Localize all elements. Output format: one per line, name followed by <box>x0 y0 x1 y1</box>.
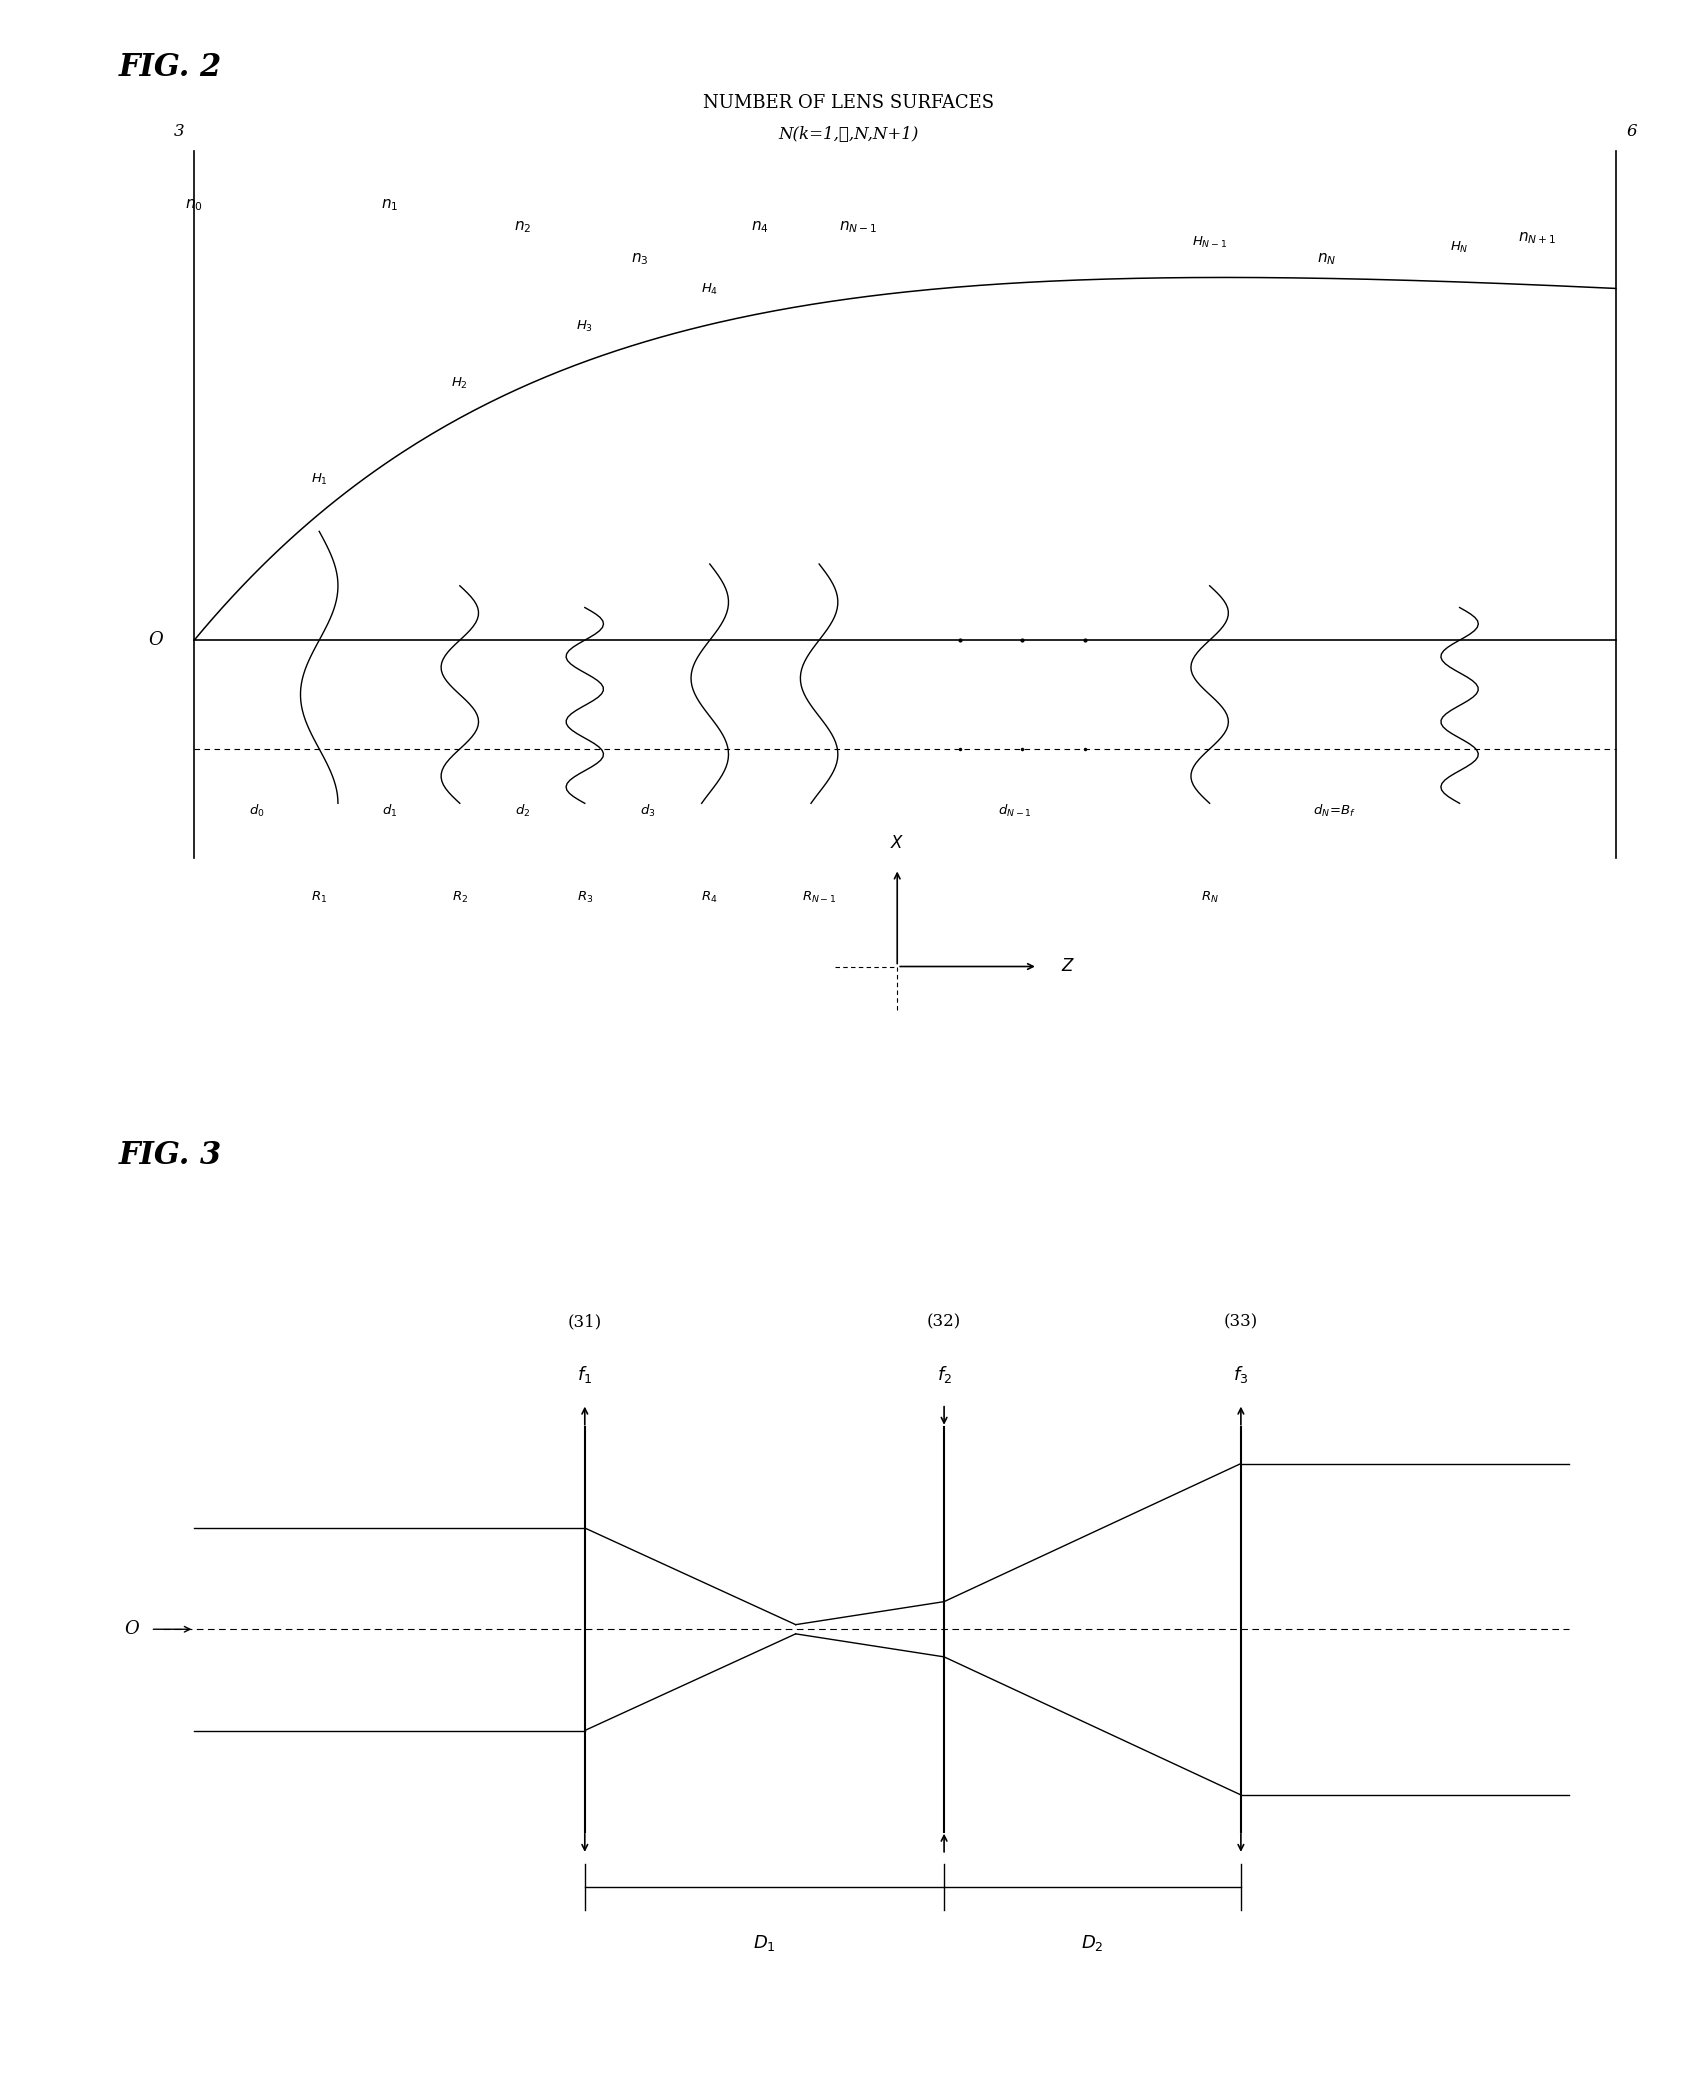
Text: $n_0$: $n_0$ <box>185 197 204 213</box>
Text: O: O <box>124 1619 139 1638</box>
Text: $H_2$: $H_2$ <box>452 377 469 391</box>
Text: $n_2$: $n_2$ <box>513 220 531 234</box>
Text: 3: 3 <box>173 123 183 140</box>
Text: $D_1$: $D_1$ <box>754 1933 776 1954</box>
Text: (31): (31) <box>567 1314 601 1331</box>
Text: $n_3$: $n_3$ <box>630 251 649 268</box>
Text: $n_{N-1}$: $n_{N-1}$ <box>839 220 878 234</box>
Text: FIG. 3: FIG. 3 <box>119 1140 222 1172</box>
Text: $D_2$: $D_2$ <box>1082 1933 1104 1954</box>
Text: $n_4$: $n_4$ <box>751 220 769 234</box>
Text: (33): (33) <box>1224 1314 1258 1331</box>
Text: $f_2$: $f_2$ <box>937 1364 951 1385</box>
Text: $d_3$: $d_3$ <box>640 803 655 820</box>
Text: $d_{N-1}$: $d_{N-1}$ <box>997 803 1031 820</box>
Text: $d_N\!=\!B_f$: $d_N\!=\!B_f$ <box>1313 803 1357 820</box>
Text: $d_2$: $d_2$ <box>514 803 530 820</box>
Text: $R_{N-1}$: $R_{N-1}$ <box>801 891 837 906</box>
Text: O: O <box>148 632 163 649</box>
Text: $n_{N+1}$: $n_{N+1}$ <box>1518 230 1557 245</box>
Text: $X$: $X$ <box>890 835 905 851</box>
Text: $R_3$: $R_3$ <box>577 891 593 906</box>
Text: $R_4$: $R_4$ <box>701 891 718 906</box>
Text: $n_N$: $n_N$ <box>1318 251 1336 268</box>
Text: $d_1$: $d_1$ <box>382 803 397 820</box>
Text: $H_4$: $H_4$ <box>701 282 718 297</box>
Text: $R_1$: $R_1$ <box>311 891 328 906</box>
Text: NUMBER OF LENS SURFACES: NUMBER OF LENS SURFACES <box>703 94 995 113</box>
Text: $R_2$: $R_2$ <box>452 891 469 906</box>
Text: $H_1$: $H_1$ <box>311 471 328 487</box>
Text: $R_N$: $R_N$ <box>1200 891 1219 906</box>
Text: $f_3$: $f_3$ <box>1233 1364 1248 1385</box>
Text: FIG. 2: FIG. 2 <box>119 52 222 84</box>
Text: $Z$: $Z$ <box>1061 958 1075 975</box>
Text: $H_{N-1}$: $H_{N-1}$ <box>1192 234 1228 251</box>
Text: $f_1$: $f_1$ <box>577 1364 593 1385</box>
Text: 6: 6 <box>1627 123 1637 140</box>
Text: $d_0$: $d_0$ <box>250 803 265 820</box>
Text: (32): (32) <box>927 1314 961 1331</box>
Text: $H_N$: $H_N$ <box>1450 241 1469 255</box>
Text: $n_1$: $n_1$ <box>380 197 399 213</box>
Text: $H_3$: $H_3$ <box>576 320 593 335</box>
Text: N(k=1,⋯,N,N+1): N(k=1,⋯,N,N+1) <box>779 126 919 142</box>
